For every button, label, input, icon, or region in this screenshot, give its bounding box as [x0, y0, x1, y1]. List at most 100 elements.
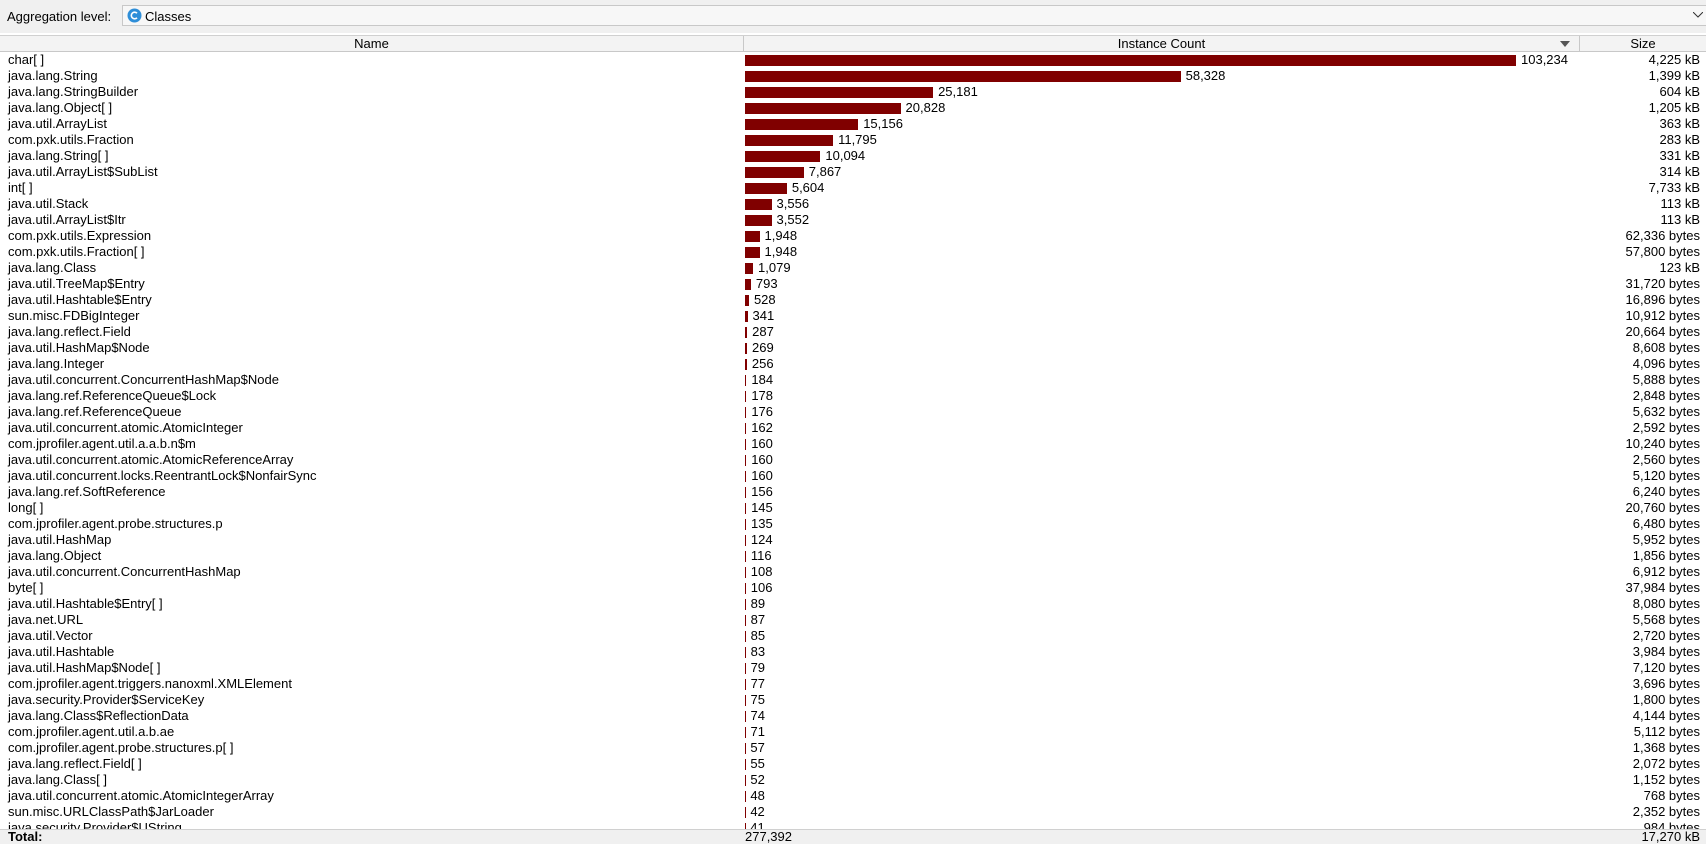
table-row[interactable]: java.util.concurrent.ConcurrentHashMap 10… [0, 564, 1706, 580]
count-bar [745, 135, 834, 146]
table-row[interactable]: com.pxk.utils.Fraction 11,795 283 kB [0, 132, 1706, 148]
table-row[interactable]: com.jprofiler.agent.util.a.b.ae 71 5,112 b… [0, 724, 1706, 740]
count-bar [745, 567, 746, 578]
table-row[interactable]: java.util.concurrent.atomic.AtomicIntege… [0, 420, 1706, 436]
instance-count: 269 [752, 340, 774, 355]
table-row[interactable]: java.security.Provider$ServiceKey 75 1,800… [0, 692, 1706, 708]
sort-arrow [1560, 41, 1570, 47]
aggregation-value: Classes [145, 9, 192, 24]
table-row[interactable]: java.util.concurrent.locks.ReentrantLock… [0, 468, 1706, 484]
table-row[interactable]: java.util.concurrent.ConcurrentHashMap$N… [0, 372, 1706, 388]
instance-count: 528 [753, 292, 776, 307]
count-bar [745, 695, 746, 706]
size: 4,225 kB [1648, 52, 1700, 67]
instance-count: 124 [750, 532, 773, 547]
table-row[interactable]: com.jprofiler.agent.probe.structures.p[ … [0, 740, 1706, 756]
table-row[interactable]: java.util.Hashtable 83 3,984 bytes [0, 644, 1706, 660]
table-row[interactable]: sun.misc.URLClassPath$JarLoader 42 2,352 b… [0, 804, 1706, 820]
count-bar [745, 679, 746, 690]
table-row[interactable]: int[ ] 5,604 7,733 kB [0, 180, 1706, 196]
table-row[interactable]: java.util.ArrayList$Itr 3,552 113 kB [0, 212, 1706, 228]
table-row[interactable]: java.lang.StringBuilder 25,181 604 kB [0, 84, 1706, 100]
count-bar [745, 119, 859, 130]
table-row[interactable]: java.lang.String 58,328 1,399 kB [0, 68, 1706, 84]
table-row[interactable]: com.pxk.utils.Fraction[ ] 1,948 57,800 byt… [0, 244, 1706, 260]
class-name: java.security.Provider$ServiceKey [8, 692, 205, 707]
table-row[interactable]: java.lang.Object 116 1,856 bytes [0, 548, 1706, 564]
table-row[interactable]: java.util.concurrent.atomic.AtomicRefere… [0, 452, 1706, 468]
instance-count: 178 [751, 388, 774, 403]
column-header[interactable]: Size [1630, 36, 1656, 51]
instance-count: 160 [751, 452, 773, 467]
class-name: java.lang.ref.SoftReference [8, 484, 166, 499]
table-row[interactable]: java.net.URL 87 5,568 bytes [0, 612, 1706, 628]
count-bar [745, 215, 772, 226]
instance-count: 10,094 [825, 148, 866, 163]
table-row[interactable]: java.util.HashMap$Node[ ] 79 7,120 bytes [0, 660, 1706, 676]
table-row[interactable]: java.lang.Integer 256 4,096 bytes [0, 356, 1706, 372]
table-row[interactable]: char[ ] 103,234 4,225 kB [0, 52, 1706, 68]
table-row[interactable]: sun.misc.FDBigInteger 341 10,912 bytes [0, 308, 1706, 324]
class-name: com.pxk.utils.Fraction[ ] [8, 244, 145, 259]
instance-count: 106 [750, 580, 773, 595]
count-bar [745, 71, 1181, 82]
count-bar [745, 359, 747, 370]
size: 1,399 kB [1648, 68, 1700, 83]
table-row[interactable]: java.util.HashMap 124 5,952 bytes [0, 532, 1706, 548]
instance-count: 5,604 [791, 180, 825, 195]
table-row[interactable]: java.lang.ref.ReferenceQueue 176 5,632 byt… [0, 404, 1706, 420]
class-name: java.lang.Object[ ] [8, 100, 113, 115]
table-row[interactable]: long[ ] 145 20,760 bytes [0, 500, 1706, 516]
count-bar [745, 615, 746, 626]
table-row[interactable]: com.jprofiler.agent.triggers.nanoxml.XML… [0, 676, 1706, 692]
size: 1,800 bytes [1632, 692, 1700, 707]
table-row[interactable]: java.util.Hashtable$Entry 528 16,896 bytes [0, 292, 1706, 308]
count-bar [745, 103, 901, 114]
count-bar [745, 263, 754, 274]
table-row[interactable]: java.util.ArrayList 15,156 363 kB [0, 116, 1706, 132]
size: 4,144 bytes [1632, 708, 1700, 723]
class-name: com.jprofiler.agent.triggers.nanoxml.XML… [8, 676, 292, 691]
table-row[interactable]: java.util.ArrayList$SubList 7,867 314 kB [0, 164, 1706, 180]
table-row[interactable]: byte[ ] 106 37,984 bytes [0, 580, 1706, 596]
table-row[interactable]: com.pxk.utils.Expression 1,948 62,336 byte… [0, 228, 1706, 244]
instance-count: 83 [750, 644, 766, 659]
table-row[interactable]: java.lang.ref.SoftReference 156 6,240 byte… [0, 484, 1706, 500]
table-row[interactable]: java.util.HashMap$Node 269 8,608 bytes [0, 340, 1706, 356]
table-row[interactable]: java.lang.ref.ReferenceQueue$Lock 178 2,84… [0, 388, 1706, 404]
instance-count: 85 [750, 628, 766, 643]
class-name: java.util.Vector [8, 628, 93, 643]
table-row[interactable]: java.util.Stack 3,556 113 kB [0, 196, 1706, 212]
table-row[interactable]: java.util.concurrent.atomic.AtomicIntege… [0, 788, 1706, 804]
class-name: java.util.concurrent.atomic.AtomicIntege… [8, 788, 274, 803]
class-name: java.lang.String[ ] [8, 148, 109, 163]
table-row[interactable]: java.lang.String[ ] 10,094 331 kB [0, 148, 1706, 164]
table-row[interactable]: java.lang.Object[ ] 20,828 1,205 kB [0, 100, 1706, 116]
aggregation-dropdown[interactable]: Classes [122, 5, 1706, 26]
class-name: java.util.concurrent.ConcurrentHashMap$N… [8, 372, 279, 387]
column-header[interactable]: Instance Count [744, 36, 1580, 52]
table-row[interactable]: java.lang.Class 1,079 123 kB [0, 260, 1706, 276]
count-bar [745, 599, 746, 610]
table-row[interactable]: java.util.Vector 85 2,720 bytes [0, 628, 1706, 644]
table-row[interactable]: java.util.Hashtable$Entry[ ] 89 8,080 byte… [0, 596, 1706, 612]
class-name: java.lang.Integer [8, 356, 105, 371]
table-row[interactable]: java.lang.Class[ ] 52 1,152 bytes [0, 772, 1706, 788]
column-header[interactable]: Name [0, 36, 744, 52]
count-bar [745, 391, 747, 402]
table-row[interactable]: com.jprofiler.agent.util.a.a.b.n$m 160 10,… [0, 436, 1706, 452]
table-row[interactable]: com.jprofiler.agent.probe.structures.p 13… [0, 516, 1706, 532]
size: 5,952 bytes [1632, 532, 1700, 547]
size: 1,368 bytes [1632, 740, 1700, 755]
class-name: java.util.Hashtable$Entry [8, 292, 152, 307]
class-name: java.util.concurrent.ConcurrentHashMap [8, 564, 241, 579]
table-row[interactable]: java.util.TreeMap$Entry 793 31,720 bytes [0, 276, 1706, 292]
table-row[interactable]: java.security.Provider$UString 41 984 byte… [0, 820, 1706, 829]
class-name: java.util.TreeMap$Entry [8, 276, 145, 291]
size: 283 kB [1659, 132, 1700, 147]
count-bar [745, 471, 747, 482]
table-row[interactable]: java.lang.reflect.Field 287 20,664 bytes [0, 324, 1706, 340]
table-row[interactable]: java.lang.Class$ReflectionData 74 4,144 by… [0, 708, 1706, 724]
count-bar [745, 247, 760, 258]
table-row[interactable]: java.lang.reflect.Field[ ] 55 2,072 bytes [0, 756, 1706, 772]
